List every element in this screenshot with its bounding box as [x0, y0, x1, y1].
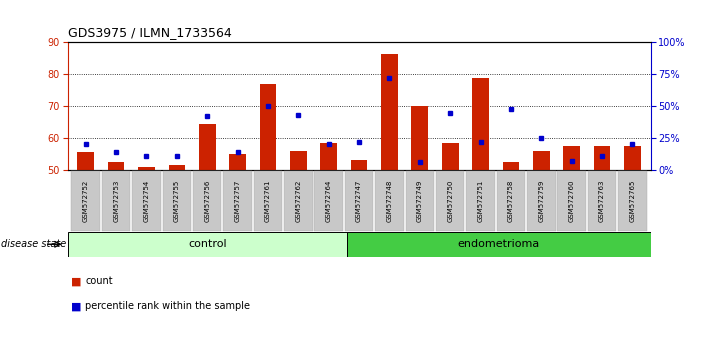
Bar	[254, 171, 282, 231]
Bar	[533, 151, 550, 170]
Text: GSM572756: GSM572756	[204, 180, 210, 222]
Bar	[624, 146, 641, 170]
Text: GSM572765: GSM572765	[629, 180, 636, 222]
Bar	[442, 143, 459, 170]
Bar	[412, 106, 428, 170]
Bar	[108, 162, 124, 170]
Text: GSM572758: GSM572758	[508, 180, 514, 222]
Text: GSM572754: GSM572754	[144, 180, 149, 222]
Text: GSM572757: GSM572757	[235, 180, 240, 222]
Bar	[405, 171, 434, 231]
Text: GSM572750: GSM572750	[447, 180, 453, 222]
Text: GSM572761: GSM572761	[265, 179, 271, 222]
Text: GDS3975 / ILMN_1733564: GDS3975 / ILMN_1733564	[68, 26, 231, 39]
Bar	[260, 84, 277, 170]
Bar	[345, 171, 373, 231]
Text: GSM572759: GSM572759	[538, 180, 544, 222]
Bar	[284, 171, 313, 231]
Text: GSM572748: GSM572748	[386, 180, 392, 222]
Bar	[138, 167, 155, 170]
Bar	[472, 78, 489, 170]
Bar	[588, 171, 616, 231]
Text: ■: ■	[71, 276, 82, 286]
Text: count: count	[85, 276, 113, 286]
Bar	[77, 152, 94, 170]
Bar	[72, 171, 100, 231]
Text: GSM572747: GSM572747	[356, 180, 362, 222]
Bar	[169, 165, 185, 170]
Text: ■: ■	[71, 301, 82, 311]
Bar	[223, 171, 252, 231]
Bar	[618, 171, 646, 231]
Bar	[527, 171, 555, 231]
Text: GSM572760: GSM572760	[569, 179, 574, 222]
Bar	[563, 146, 580, 170]
Bar	[314, 171, 343, 231]
Bar	[381, 53, 397, 170]
Text: control: control	[188, 239, 227, 249]
Bar	[347, 232, 651, 257]
Text: GSM572762: GSM572762	[295, 180, 301, 222]
Text: percentile rank within the sample: percentile rank within the sample	[85, 301, 250, 311]
Bar	[351, 160, 368, 170]
Bar	[496, 171, 525, 231]
Bar	[594, 146, 610, 170]
Bar	[375, 171, 404, 231]
Text: GSM572764: GSM572764	[326, 180, 332, 222]
Text: GSM572752: GSM572752	[82, 180, 89, 222]
Text: GSM572751: GSM572751	[478, 180, 483, 222]
Bar	[503, 162, 519, 170]
Text: GSM572755: GSM572755	[174, 180, 180, 222]
Text: GSM572763: GSM572763	[599, 179, 605, 222]
Bar	[193, 171, 222, 231]
Bar	[436, 171, 464, 231]
Bar	[199, 124, 215, 170]
Text: endometrioma: endometrioma	[458, 239, 540, 249]
Bar	[557, 171, 586, 231]
Bar	[102, 171, 130, 231]
Text: GSM572753: GSM572753	[113, 180, 119, 222]
Bar	[290, 151, 306, 170]
Bar	[68, 232, 347, 257]
Bar	[163, 171, 191, 231]
Bar	[132, 171, 161, 231]
Bar	[321, 143, 337, 170]
Text: GSM572749: GSM572749	[417, 180, 423, 222]
Bar	[229, 154, 246, 170]
Text: disease state: disease state	[1, 239, 66, 249]
Bar	[466, 171, 495, 231]
